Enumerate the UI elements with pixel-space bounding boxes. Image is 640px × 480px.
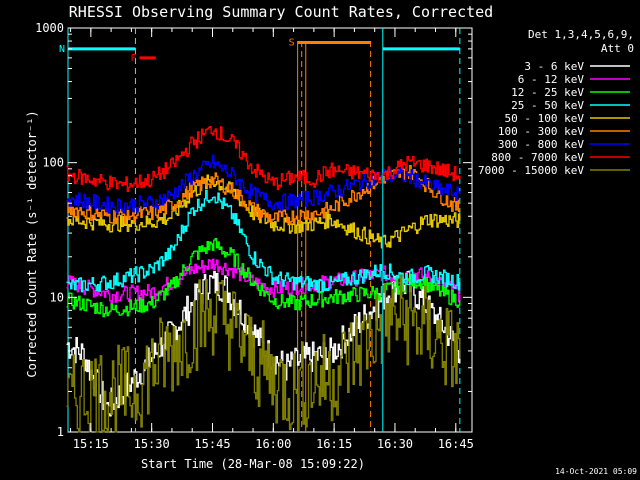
y-axis-label: Corrected Count Rate (s⁻¹ detector⁻¹) [25,110,39,377]
legend-label: 100 - 300 keV [498,125,584,138]
legend-label: 50 - 100 keV [505,112,585,125]
series-line-2 [382,273,461,308]
legend-header-line2: Att 0 [601,42,634,55]
y-tick-label: 10 [50,290,64,304]
flag-label: S [289,38,295,49]
y-tick-label: 1000 [35,21,64,35]
y-tick-label: 100 [42,156,64,170]
series-line-8 [66,279,383,433]
x-tick-label: 15:15 [73,437,109,451]
x-tick-label: 16:30 [377,437,413,451]
series-line-6 [66,154,383,214]
series-line-4 [66,174,383,249]
series-line-1 [66,258,383,304]
series-lines [66,125,461,433]
series-line-0 [66,270,383,417]
x-tick-label: 15:30 [134,437,170,451]
x-tick-label: 16:45 [438,437,474,451]
chart-title: RHESSI Observing Summary Count Rates, Co… [69,3,493,21]
legend-label: 800 - 7000 keV [491,151,584,164]
series-line-3 [66,189,383,293]
legend-label: 300 - 800 keV [498,138,584,151]
series-line-7 [382,155,461,182]
series-line-6 [382,167,461,202]
legend-label: 3 - 6 keV [524,60,584,73]
x-tick-label: 15:45 [194,437,230,451]
y-tick-label: 1 [57,425,64,439]
series-line-8 [382,274,461,388]
legend-label: 25 - 50 keV [511,99,584,112]
series-line-7 [66,125,383,193]
flag-label: N [59,44,65,55]
flag-bars: N F S [59,38,460,64]
y-ticks: 1 10 100 1000 [35,21,472,439]
footer-date: 14-Oct-2021 05:09 [555,467,637,476]
legend-header-line1: Det 1,3,4,5,6,9, [528,28,634,41]
x-axis-label: Start Time (28-Mar-08 15:09:22) [141,457,365,471]
series-line-3 [382,263,461,291]
series-line-4 [382,212,461,248]
legend-label: 12 - 25 keV [511,86,584,99]
x-tick-label: 16:00 [255,437,291,451]
legend-label: 7000 - 15000 keV [478,164,584,177]
series-line-5 [66,172,383,225]
flag-label: F [130,53,136,64]
legend-label: 6 - 12 keV [518,73,585,86]
series-line-2 [66,237,383,318]
x-tick-label: 16:15 [316,437,352,451]
x-ticks: 15:15 15:30 15:45 16:00 16:15 16:30 16:45 [70,28,474,451]
